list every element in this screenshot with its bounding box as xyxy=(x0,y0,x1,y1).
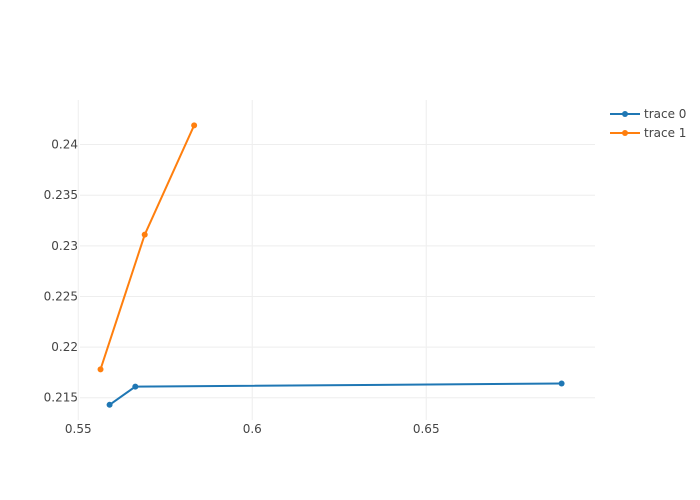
y-grid xyxy=(80,144,595,399)
series-1 xyxy=(97,122,198,373)
y-tick-label: 0.225 xyxy=(44,289,78,303)
x-tick-label: 0.6 xyxy=(243,422,262,436)
legend-item[interactable]: trace 0 xyxy=(610,107,686,121)
y-tick-label: 0.235 xyxy=(44,188,78,202)
data-point[interactable] xyxy=(141,231,148,238)
y-tick-label: 0.24 xyxy=(51,138,78,152)
data-point[interactable] xyxy=(558,380,565,387)
x-tick-label: 0.55 xyxy=(65,422,92,436)
legend-item[interactable]: trace 1 xyxy=(610,126,686,140)
data-point[interactable] xyxy=(132,383,139,390)
series-0 xyxy=(106,380,565,408)
y-axis-ticks: 0.215 0.22 0.225 0.23 0.235 0.24 xyxy=(44,138,78,405)
legend[interactable]: trace 0 trace 1 xyxy=(610,107,686,140)
y-tick-label: 0.22 xyxy=(51,340,78,354)
data-point[interactable] xyxy=(191,122,198,129)
x-axis-ticks: 0.55 0.6 0.65 xyxy=(65,422,440,436)
data-point[interactable] xyxy=(106,401,113,408)
legend-marker-icon xyxy=(622,111,628,117)
y-tick-label: 0.23 xyxy=(51,239,78,253)
series-line xyxy=(109,382,562,406)
legend-marker-icon xyxy=(622,130,628,136)
legend-label: trace 1 xyxy=(644,126,686,140)
y-tick-label: 0.215 xyxy=(44,391,78,405)
data-point[interactable] xyxy=(97,366,104,373)
legend-label: trace 0 xyxy=(644,107,686,121)
x-tick-label: 0.65 xyxy=(413,422,440,436)
x-grid xyxy=(77,100,427,420)
series-layer xyxy=(97,122,565,408)
series-line xyxy=(99,124,196,370)
